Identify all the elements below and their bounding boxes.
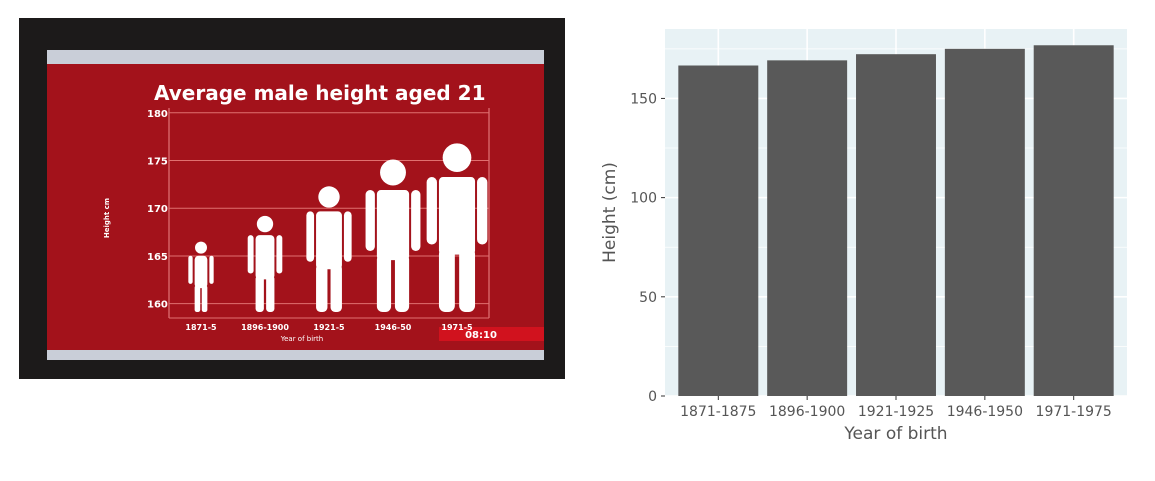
y-tick-label: 0 bbox=[648, 389, 657, 405]
x-tick-label: 1896-1900 bbox=[769, 404, 845, 420]
photo-x-tick-label: 1871-5 bbox=[185, 323, 217, 332]
photo-y-tick-label: 160 bbox=[147, 300, 168, 311]
photo-x-tick-label: 1971-5 bbox=[441, 323, 473, 332]
bar-chart: 0 50 100 150 1871-1875 1896-1900 1921-1925 194… bbox=[590, 18, 1140, 458]
photo-y-tick-label: 180 bbox=[147, 109, 168, 120]
x-axis-title: Year of birth bbox=[843, 424, 947, 444]
bar bbox=[944, 48, 1025, 397]
photo-y-tick-label: 165 bbox=[147, 252, 168, 263]
person-icon bbox=[365, 159, 421, 312]
photo-y-axis-label: Height cm bbox=[103, 198, 111, 238]
screen-bottom-strip bbox=[47, 350, 544, 360]
photo-clock: 08:10 bbox=[465, 330, 497, 341]
photo-x-tick-label: 1946-50 bbox=[375, 323, 412, 332]
y-tick-label: 50 bbox=[639, 290, 657, 306]
bar bbox=[1033, 45, 1114, 396]
screen-top-strip bbox=[47, 50, 544, 64]
photo-y-tick-label: 170 bbox=[147, 204, 168, 215]
y-axis-title: Height (cm) bbox=[600, 162, 620, 263]
photo-title: Average male height aged 21 bbox=[154, 81, 486, 105]
bar bbox=[767, 60, 848, 397]
x-tick-label: 1871-1875 bbox=[680, 404, 756, 420]
y-tick-label: 150 bbox=[630, 91, 657, 107]
photo-x-tick-label: 1896-1900 bbox=[241, 323, 289, 332]
person-icon bbox=[188, 241, 214, 312]
x-tick-label: 1921-1925 bbox=[858, 404, 934, 420]
x-tick-label: 1946-1950 bbox=[947, 404, 1023, 420]
bar bbox=[856, 54, 936, 396]
photo-x-tick-label: 1921-5 bbox=[313, 323, 345, 332]
tv-photo: Average male height aged 21 Height cm Ye… bbox=[19, 18, 565, 379]
y-tick-label: 100 bbox=[630, 191, 657, 207]
tv-screen-chart: Average male height aged 21 Height cm Ye… bbox=[19, 18, 565, 379]
person-icon bbox=[247, 215, 283, 312]
person-icon bbox=[306, 186, 352, 312]
x-tick-label: 1971-1975 bbox=[1036, 404, 1112, 420]
photo-y-tick-label: 175 bbox=[147, 157, 168, 168]
bar bbox=[678, 65, 759, 396]
person-icon bbox=[426, 143, 488, 312]
clock-bar bbox=[439, 327, 544, 341]
photo-x-axis-label: Year of birth bbox=[280, 335, 323, 343]
chart-canvas: 0 50 100 150 1871-1875 1896-1900 1921-1925 194… bbox=[600, 29, 1127, 444]
